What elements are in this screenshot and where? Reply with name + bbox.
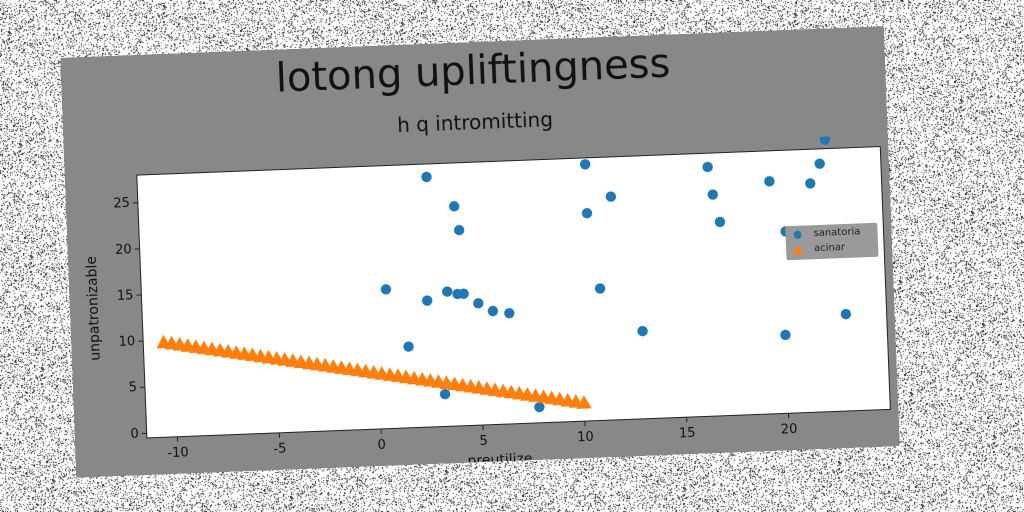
point-sanatoria	[504, 307, 515, 319]
x-tick-label: 20	[781, 422, 798, 438]
y-tick-label: 5	[128, 381, 137, 396]
point-sanatoria	[487, 305, 499, 317]
y-tick-label: 10	[118, 334, 135, 350]
point-sanatoria	[840, 308, 852, 320]
point-sanatoria	[439, 388, 451, 400]
point-sanatoria	[453, 224, 465, 236]
point-sanatoria	[805, 178, 816, 189]
x-tick-label: 0	[377, 438, 386, 453]
point-sanatoria	[814, 158, 825, 169]
point-sanatoria	[702, 161, 713, 173]
point-sanatoria	[714, 216, 726, 228]
legend-label-acinar: acinar	[813, 241, 846, 255]
point-sanatoria	[442, 286, 453, 297]
point-sanatoria	[403, 341, 414, 352]
x-tick-label: 5	[479, 434, 488, 449]
point-sanatoria	[594, 283, 606, 294]
point-sanatoria	[534, 401, 545, 413]
x-tick-label: 10	[577, 430, 594, 446]
point-sanatoria	[764, 176, 775, 187]
point-sanatoria	[605, 191, 617, 202]
legend-item-acinar: acinar	[792, 242, 845, 255]
x-tick-label: 15	[679, 426, 696, 442]
point-sanatoria	[380, 284, 392, 295]
point-sanatoria	[473, 298, 484, 309]
y-tick-label: 0	[130, 427, 139, 442]
y-tick-label: 20	[115, 242, 132, 258]
point-sanatoria	[637, 325, 648, 337]
y-tick-label: 15	[117, 288, 134, 304]
point-sanatoria	[780, 329, 791, 341]
point-sanatoria	[581, 208, 593, 219]
point-sanatoria	[579, 159, 591, 170]
y-tick-label: 25	[113, 196, 130, 212]
y-axis-label: unpatronizable	[84, 256, 104, 361]
legend-swatch-sanatoria	[793, 230, 802, 239]
point-sanatoria	[448, 201, 460, 212]
x-tick-label: -5	[273, 442, 287, 457]
legend: sanatoria acinar	[785, 222, 879, 261]
chart-figure: lotong upliftingness h q intromitting -1…	[60, 26, 900, 478]
scatter-plot: -10 -5 0 5 10 15 200510152025preutilizeunpatro…	[84, 134, 891, 470]
point-sanatoria	[421, 171, 432, 183]
point-sanatoria	[707, 189, 718, 200]
legend-swatch-acinar	[792, 244, 804, 255]
x-tick-label: -10	[167, 445, 189, 461]
point-acinar	[576, 395, 592, 409]
point-sanatoria	[421, 295, 433, 306]
legend-item-sanatoria: sanatoria	[791, 226, 861, 240]
point-sanatoria	[458, 288, 469, 299]
point-sanatoria	[819, 134, 831, 145]
legend-label-sanatoria: sanatoria	[813, 226, 861, 240]
